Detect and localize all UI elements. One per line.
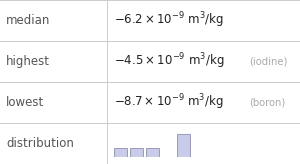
Text: $-4.5\times10^{-9}$ m$^3$/kg: $-4.5\times10^{-9}$ m$^3$/kg <box>114 52 224 71</box>
Bar <box>177 134 190 157</box>
Text: lowest: lowest <box>6 96 44 109</box>
Bar <box>146 148 159 157</box>
Text: median: median <box>6 14 50 27</box>
Text: $-6.2\times10^{-9}$ m$^3$/kg: $-6.2\times10^{-9}$ m$^3$/kg <box>114 11 224 30</box>
Text: highest: highest <box>6 55 50 68</box>
Bar <box>114 148 127 157</box>
Text: (boron): (boron) <box>249 98 285 107</box>
Text: $-8.7\times10^{-9}$ m$^3$/kg: $-8.7\times10^{-9}$ m$^3$/kg <box>114 93 224 112</box>
Text: distribution: distribution <box>6 137 74 150</box>
Bar <box>130 148 143 157</box>
Text: (iodine): (iodine) <box>249 57 287 66</box>
